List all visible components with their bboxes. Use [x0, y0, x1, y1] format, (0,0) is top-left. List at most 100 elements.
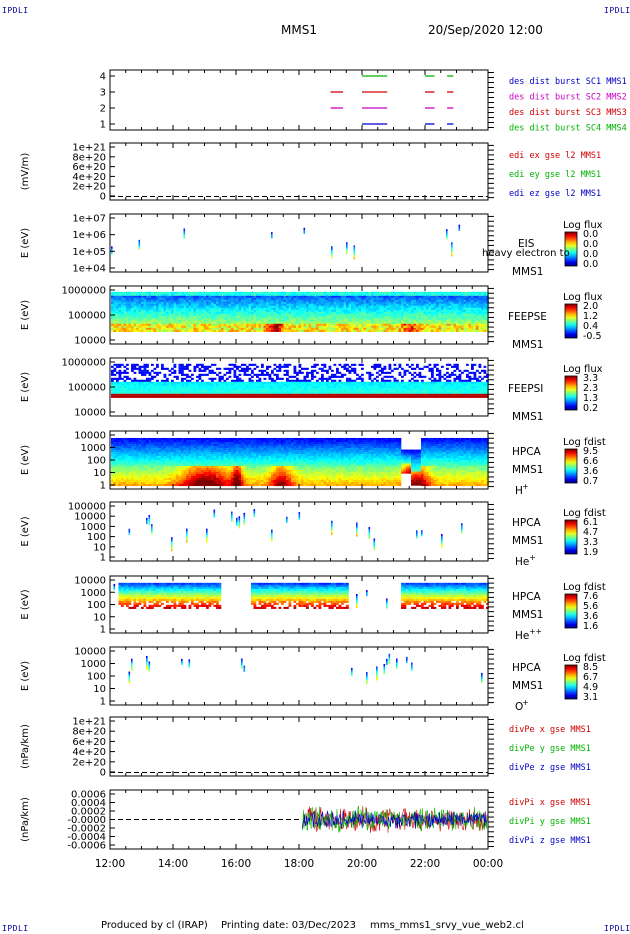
spectrogram-cell	[306, 303, 309, 306]
spectrogram-cell	[296, 297, 299, 300]
spectrogram-cell	[198, 321, 202, 324]
spectrogram-cell	[376, 305, 379, 308]
spectrogram-cell	[408, 313, 412, 316]
spectrogram-cell	[398, 325, 402, 328]
spectrogram-cell	[176, 313, 179, 316]
spectrogram-cell	[416, 385, 419, 388]
spectrogram-cell	[218, 305, 222, 308]
spectrogram-cell	[173, 365, 177, 368]
spectrogram-cell	[131, 329, 134, 332]
spectrogram-cell	[126, 327, 129, 330]
spectrogram-cell	[146, 325, 149, 328]
spectrogram-cell	[326, 369, 329, 372]
spectrogram-cell	[346, 367, 349, 370]
spectrogram-cell	[151, 391, 154, 394]
spectrogram-cell	[323, 385, 327, 388]
spectrogram-cell	[383, 291, 387, 294]
spectrogram-cell	[173, 389, 177, 392]
spectrogram-cell	[418, 311, 422, 314]
spectrogram-cell	[151, 291, 154, 294]
spectrogram-cell	[308, 381, 312, 384]
spectrogram-cell	[316, 379, 319, 382]
spectrogram-cell	[368, 317, 372, 320]
spectrogram-cell	[191, 329, 194, 332]
spectrogram-cell	[338, 291, 342, 294]
spectrogram-cell	[428, 293, 432, 296]
spectrogram-cell	[116, 323, 119, 326]
spectrogram-cell	[261, 325, 264, 328]
spectrogram-cell	[221, 299, 224, 302]
spectrogram-cell	[183, 236, 186, 239]
spectrogram-cell	[176, 383, 179, 386]
spectrogram-cell	[186, 393, 189, 396]
spectrogram-cell	[331, 381, 334, 384]
spectrogram-cell	[178, 327, 182, 330]
spectrogram-cell	[158, 293, 162, 296]
spectrogram-cell	[313, 323, 317, 326]
spectrogram-cell	[431, 379, 434, 382]
spectrogram-cell	[396, 327, 399, 330]
spectrogram-cell	[176, 375, 179, 378]
spectrogram-cell	[381, 313, 384, 316]
spectrogram-cell	[466, 311, 469, 314]
spectrogram-cell	[263, 301, 267, 304]
spectrogram-cell	[113, 381, 117, 384]
spectrogram-cell	[441, 327, 444, 330]
spectrogram-cell	[381, 327, 384, 330]
spectrogram-cell	[333, 385, 337, 388]
spectrogram-cell	[126, 377, 129, 380]
spectrogram-cell	[111, 391, 114, 394]
spectrogram-cell	[181, 323, 184, 326]
spectrogram-cell	[381, 305, 384, 308]
spectrogram-cell	[416, 373, 419, 376]
spectrogram-cell	[181, 367, 184, 370]
spectrogram-cell	[221, 323, 224, 326]
spectrogram-cell	[161, 317, 164, 320]
spectrogram-cell	[361, 309, 364, 312]
spectrogram-cell	[328, 311, 332, 314]
spectrogram-cell	[203, 391, 207, 394]
spectrogram-cell	[338, 371, 342, 374]
spectrogram-cell	[433, 311, 437, 314]
spectrogram-cell	[371, 325, 374, 328]
spectrogram-cell	[216, 319, 219, 322]
spectrogram-cell	[353, 295, 357, 298]
spectrogram-cell	[121, 317, 124, 320]
spectrogram-cell	[118, 315, 122, 318]
spectrogram-cell	[306, 321, 309, 324]
spectrogram-cell	[133, 321, 137, 324]
spectrogram-cell	[346, 311, 349, 314]
spectrogram-cell	[368, 299, 372, 302]
spectrogram-cell	[246, 381, 249, 384]
spectrogram-cell	[466, 327, 469, 330]
spectrogram-cell	[381, 317, 384, 320]
spectrogram-cell	[318, 377, 322, 380]
spectrogram-cell	[338, 363, 342, 366]
spectrogram-cell	[191, 315, 194, 318]
spectrogram-cell	[188, 393, 192, 396]
spectrogram-cell	[168, 373, 172, 376]
spectrogram-cell	[258, 319, 262, 322]
spectrogram-cell	[333, 307, 337, 310]
spectrogram-cell	[321, 377, 324, 380]
spectrogram-cell	[328, 307, 332, 310]
spectrogram-cell	[178, 297, 182, 300]
spectrogram-cell	[381, 309, 384, 312]
spectrogram-cell	[386, 315, 389, 318]
spectrogram-cell	[336, 375, 339, 378]
spectrogram-cell	[166, 293, 169, 296]
spectrogram-cell	[283, 299, 287, 302]
spectrogram-cell	[288, 303, 292, 306]
spectrogram-cell	[138, 239, 141, 242]
spectrogram-cell	[453, 293, 457, 296]
spectrogram-cell	[453, 319, 457, 322]
spectrogram-cell	[436, 311, 439, 314]
spectrogram-cell	[351, 323, 354, 326]
spectrogram-cell	[416, 365, 419, 368]
spectrogram-cell	[338, 313, 342, 316]
spectrogram-cell	[401, 297, 404, 300]
spectrogram-cell	[288, 375, 292, 378]
spectrogram-cell	[418, 383, 422, 386]
spectrogram-cell	[141, 319, 144, 322]
spectrogram-cell	[333, 321, 337, 324]
